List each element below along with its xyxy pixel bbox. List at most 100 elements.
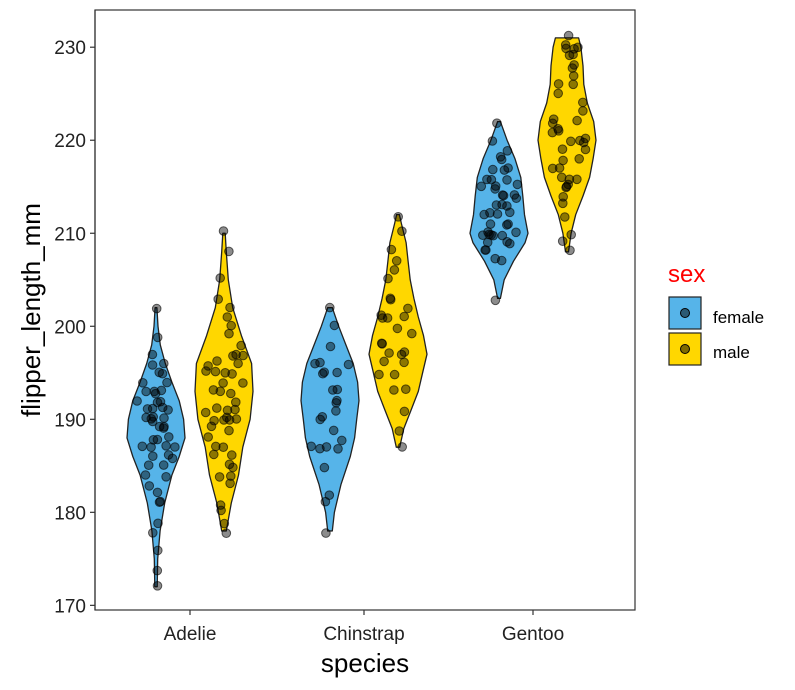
data-point-gentoo-male: [553, 79, 564, 89]
data-point-chinstrap-male: [385, 294, 396, 305]
data-point-adelie-female: [146, 442, 156, 453]
data-point-adelie-female: [148, 451, 158, 462]
data-point-gentoo-male: [557, 144, 568, 154]
data-point-chinstrap-female: [319, 367, 330, 378]
data-point-gentoo-male: [578, 106, 588, 116]
y-axis-title: flipper_length_mm: [16, 203, 46, 417]
data-point-adelie-female: [153, 545, 163, 556]
data-point-gentoo-male: [563, 30, 574, 41]
data-point-gentoo-male: [572, 174, 582, 185]
data-point-adelie-female: [152, 434, 163, 445]
data-point-adelie-female: [157, 368, 168, 379]
data-point-adelie-male: [226, 471, 236, 481]
data-point-chinstrap-male: [377, 339, 388, 349]
data-point-gentoo-male: [553, 88, 564, 99]
data-point-gentoo-male: [557, 236, 568, 246]
data-point-chinstrap-female: [321, 442, 332, 452]
data-point-chinstrap-female: [310, 358, 320, 369]
data-point-gentoo-male: [569, 44, 579, 54]
data-point-adelie-male: [208, 385, 219, 395]
data-point-adelie-female: [148, 528, 158, 538]
data-point-chinstrap-female: [321, 528, 331, 538]
data-point-gentoo-male: [566, 136, 576, 147]
data-point-gentoo-male: [547, 163, 558, 174]
data-point-adelie-male: [221, 528, 232, 539]
data-point-adelie-female: [151, 303, 162, 314]
data-point-adelie-male: [226, 320, 236, 331]
data-point-chinstrap-male: [399, 311, 410, 322]
data-point-gentoo-female: [492, 118, 502, 128]
data-point-gentoo-male: [568, 79, 579, 90]
data-point-chinstrap-female: [328, 425, 339, 436]
data-point-adelie-male: [206, 421, 217, 432]
data-point-chinstrap-male: [397, 442, 408, 452]
data-point-chinstrap-female: [333, 444, 343, 454]
data-point-chinstrap-male: [397, 226, 407, 236]
legend-label-female: female: [713, 308, 764, 327]
data-point-adelie-female: [152, 581, 163, 591]
data-point-gentoo-female: [487, 136, 498, 146]
data-point-gentoo-female: [497, 230, 508, 241]
data-point-adelie-male: [238, 350, 248, 361]
data-point-adelie-male: [215, 500, 226, 510]
data-point-adelie-male: [230, 404, 240, 415]
legend-label-male: male: [713, 343, 750, 362]
data-point-adelie-male: [231, 414, 242, 424]
data-point-chinstrap-male: [403, 303, 413, 314]
data-point-adelie-male: [231, 397, 241, 408]
data-point-adelie-female: [150, 388, 161, 399]
data-point-adelie-male: [225, 478, 235, 489]
data-point-adelie-female: [141, 412, 151, 423]
data-point-adelie-male: [222, 405, 233, 416]
data-point-chinstrap-female: [325, 341, 336, 352]
data-point-chinstrap-male: [394, 426, 405, 436]
data-point-adelie-female: [158, 423, 169, 433]
data-point-adelie-female: [138, 378, 148, 388]
data-point-gentoo-female: [476, 181, 487, 192]
data-point-adelie-female: [147, 403, 158, 414]
violin-gentoo-male: [537, 37, 597, 253]
data-point-adelie-male: [209, 415, 219, 426]
data-point-gentoo-male: [578, 97, 588, 108]
data-point-adelie-male: [238, 378, 248, 388]
data-point-gentoo-male: [580, 144, 591, 155]
data-point-adelie-male: [203, 432, 213, 442]
x-tick-label: Gentoo: [502, 624, 564, 645]
data-point-chinstrap-male: [407, 328, 417, 339]
data-point-adelie-male: [222, 312, 233, 322]
data-point-gentoo-female: [502, 175, 512, 185]
data-point-adelie-male: [233, 358, 243, 369]
data-point-adelie-male: [218, 378, 228, 388]
legend-entry-male: male: [668, 332, 750, 366]
data-point-chinstrap-female: [319, 462, 330, 473]
data-point-gentoo-male: [569, 60, 579, 70]
data-point-adelie-female: [147, 349, 158, 360]
data-point-chinstrap-male: [379, 356, 389, 367]
data-point-gentoo-male: [554, 163, 565, 173]
data-point-chinstrap-male: [383, 273, 393, 284]
data-point-adelie-female: [170, 442, 180, 452]
data-point-adelie-male: [215, 273, 225, 283]
data-point-gentoo-female: [511, 227, 521, 238]
data-point-adelie-female: [155, 496, 166, 507]
data-point-adelie-male: [224, 328, 234, 339]
data-point-gentoo-female: [490, 295, 501, 306]
data-point-gentoo-female: [491, 200, 502, 210]
legend-point-female: [680, 308, 690, 318]
data-point-gentoo-female: [502, 220, 512, 230]
data-point-adelie-female: [147, 360, 158, 370]
data-point-gentoo-male: [558, 155, 568, 166]
data-point-gentoo-female: [488, 164, 498, 175]
data-point-chinstrap-female: [324, 490, 335, 501]
data-point-gentoo-male: [560, 212, 570, 222]
data-point-adelie-female: [163, 450, 174, 460]
data-point-chinstrap-male: [391, 256, 402, 266]
data-point-adelie-female: [152, 332, 163, 343]
data-point-chinstrap-male: [399, 347, 410, 357]
data-point-chinstrap-female: [318, 368, 328, 379]
data-point-adelie-male: [219, 518, 230, 529]
x-tick-label: Chinstrap: [323, 624, 404, 645]
data-point-chinstrap-male: [399, 357, 409, 368]
data-point-adelie-female: [159, 413, 169, 423]
